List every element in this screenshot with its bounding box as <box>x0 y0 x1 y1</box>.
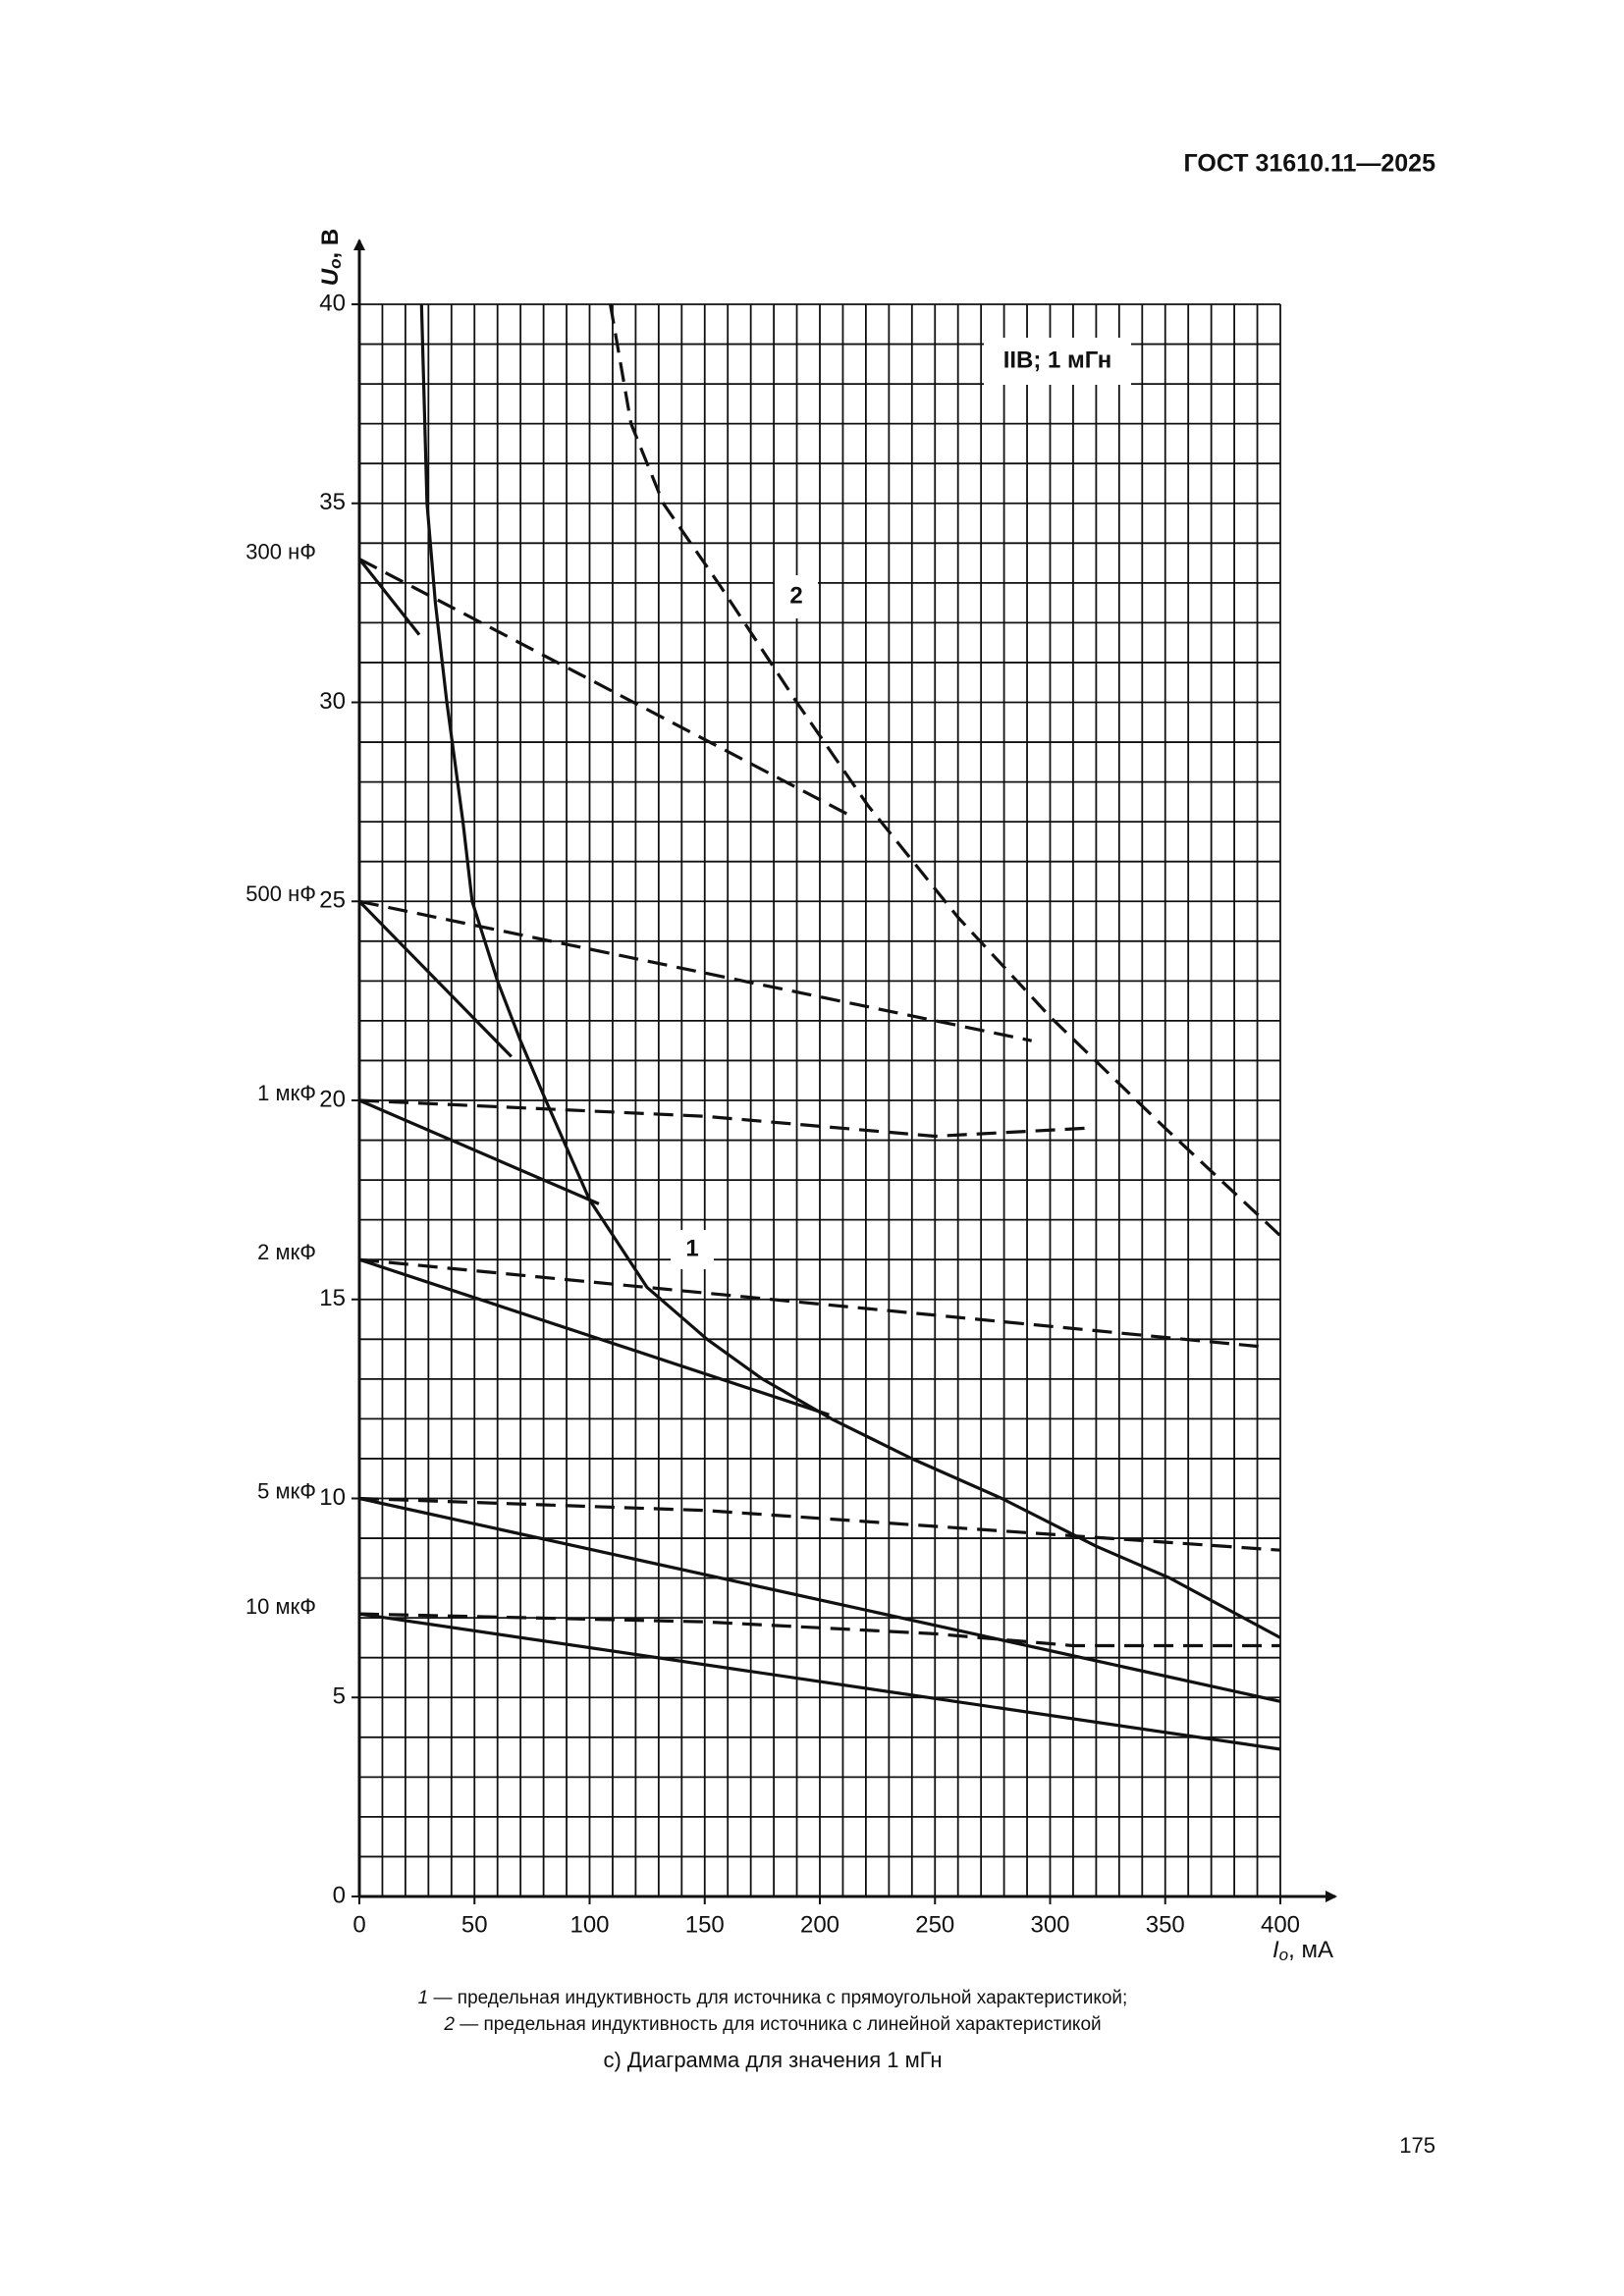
curve-label-box <box>671 1230 714 1269</box>
y-tick-label: 40 <box>319 290 346 316</box>
y-label-subscript: o <box>326 258 345 268</box>
limit-curve <box>419 303 1281 1639</box>
x-tick-label: 400 <box>1261 1911 1300 1938</box>
capacitance-label: 1 мкФ <box>257 1081 316 1105</box>
capacitance-line <box>358 1098 600 1205</box>
capacitance-line-dashed <box>358 558 855 820</box>
x-tick-label: 350 <box>1146 1911 1185 1938</box>
x-label-subscript: o <box>1279 1946 1288 1964</box>
y-tick-label: 10 <box>319 1484 346 1511</box>
note-key: 1 <box>418 1988 429 2008</box>
y-tick-label: 35 <box>319 489 346 515</box>
x-label-unit: , мА <box>1288 1937 1333 1963</box>
capacitance-line <box>357 558 421 636</box>
capacitance-label: 2 мкФ <box>257 1240 316 1264</box>
capacitance-label: 5 мкФ <box>257 1478 316 1503</box>
note-text: — предельная индуктивность для источника… <box>455 2014 1102 2035</box>
note: 1 — предельная индуктивность для источни… <box>418 1988 1128 2008</box>
y-tick-label: 25 <box>319 887 346 914</box>
page-number: 175 <box>1399 2133 1435 2158</box>
x-label-symbol: I <box>1272 1937 1279 1963</box>
note: 2 — предельная индуктивность для источни… <box>443 2014 1101 2035</box>
y-label-unit: , В <box>317 229 344 259</box>
y-tick-label: 20 <box>319 1086 346 1112</box>
capacitance-label: 10 мкФ <box>245 1594 316 1619</box>
annotation: IIB; 1 мГн <box>1003 347 1112 373</box>
capacitance-line-dashed <box>358 1496 1281 1552</box>
y-axis-label: Uo, В <box>317 229 345 286</box>
capacitance-label: 300 нФ <box>245 539 316 563</box>
x-tick-label: 100 <box>569 1911 609 1938</box>
capacitance-line <box>358 1496 1281 1703</box>
capacitance-line-dashed <box>358 1612 1280 1648</box>
curve-label-box <box>775 575 818 618</box>
note-text: — предельная индуктивность для источника… <box>428 1988 1127 2008</box>
capacitance-line <box>358 1612 1281 1751</box>
page-header: ГОСТ 31610.11—2025 <box>1184 150 1436 178</box>
curve-label: 2 <box>789 582 802 609</box>
x-tick-label: 200 <box>800 1911 839 1938</box>
x-axis-label: Io, мА <box>1272 1937 1333 1964</box>
y-tick-label: 15 <box>319 1285 346 1311</box>
y-label-symbol: U <box>317 268 344 286</box>
note-key: 2 <box>443 2014 455 2035</box>
annotation-box <box>984 338 1131 385</box>
plot: 0 50 100 150 200 250 300 350 400 0 5 10 15 20 25 30 35 40… <box>245 290 1300 1938</box>
x-tick-label: 300 <box>1030 1911 1069 1938</box>
x-tick-label: 0 <box>352 1911 365 1938</box>
x-tick-label: 50 <box>461 1911 488 1938</box>
capacitance-line <box>357 900 513 1058</box>
x-tick-label: 150 <box>685 1911 725 1938</box>
capacitance-line-dashed <box>358 1257 1268 1349</box>
y-tick-label: 30 <box>319 688 346 715</box>
curve-label: 1 <box>685 1235 698 1261</box>
capacitance-line-dashed <box>358 899 1033 1042</box>
x-tick-label: 250 <box>915 1911 954 1938</box>
y-tick-label: 0 <box>333 1882 346 1908</box>
capacitance-line-dashed <box>358 1098 1085 1139</box>
figure-caption: с) Диаграмма для значения 1 мГн <box>603 2048 942 2072</box>
capacitance-line <box>358 1257 830 1416</box>
capacitance-label: 500 нФ <box>245 881 316 906</box>
y-tick-label: 5 <box>333 1683 346 1710</box>
limit-curve-dashed <box>609 303 1282 1238</box>
